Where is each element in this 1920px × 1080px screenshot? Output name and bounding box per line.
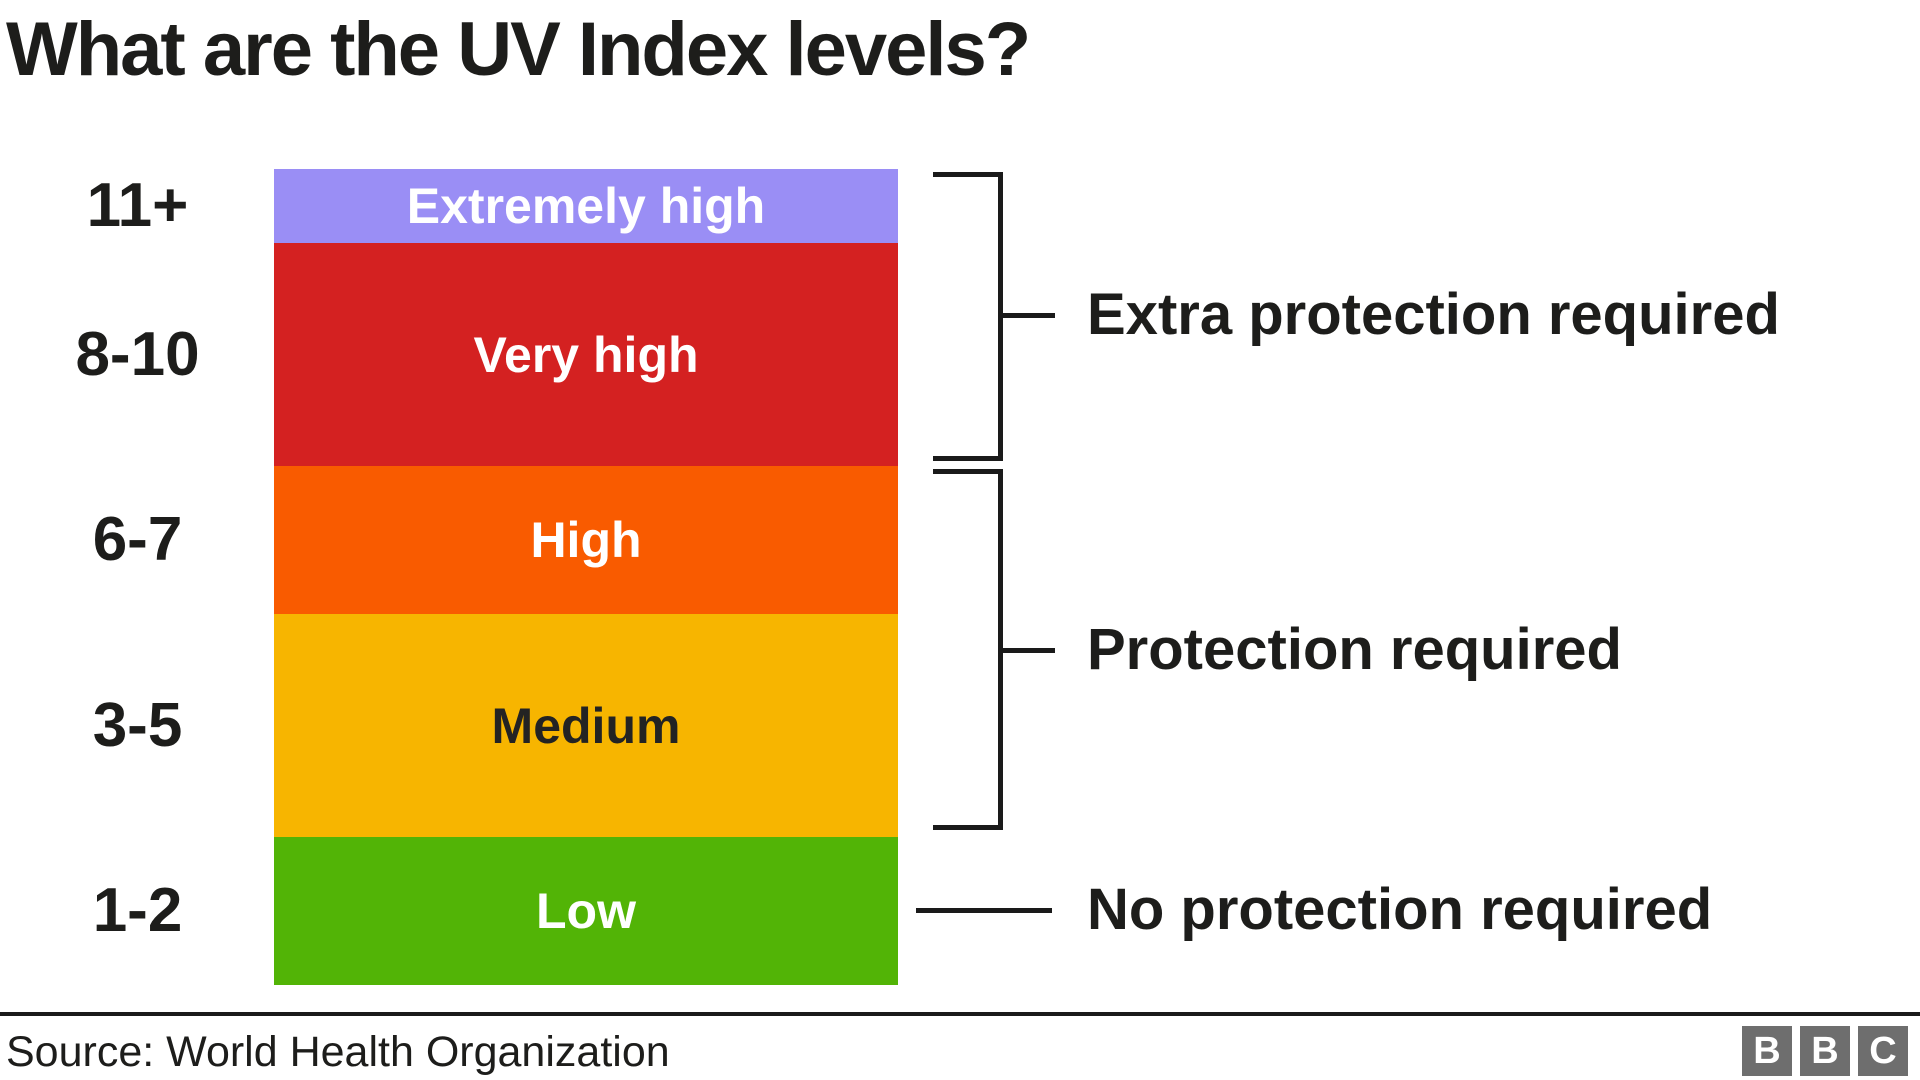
bbc-logo-letter: B (1800, 1026, 1850, 1076)
band-label-low: Low (536, 883, 636, 939)
no-protection-dash-line (916, 908, 1052, 913)
bracket-extra-connector (1003, 313, 1055, 318)
page-title: What are the UV Index levels? (6, 7, 1031, 92)
bbc-logo-letter: C (1858, 1026, 1908, 1076)
annotation-protection: Protection required (1087, 617, 1622, 682)
band-very-high: Very high (274, 243, 898, 466)
bracket-protection-vertical (998, 469, 1003, 830)
scale-label-8-10: 8-10 (75, 320, 200, 389)
source-attribution: Source: World Health Organization (6, 1028, 670, 1076)
bbc-logo: B B C (1742, 1026, 1908, 1076)
bracket-extra-bottom-tick (933, 456, 1003, 461)
band-high: High (274, 466, 898, 614)
bracket-protection-bottom-tick (933, 825, 1003, 830)
annotation-no-protection: No protection required (1087, 877, 1713, 942)
scale-label-11plus: 11+ (86, 171, 189, 240)
band-label-high: High (530, 512, 642, 568)
band-low: Low (274, 837, 898, 985)
bracket-extra-top-tick (933, 172, 1003, 177)
band-label-very-high: Very high (473, 326, 699, 383)
annotation-extra-protection: Extra protection required (1087, 282, 1780, 347)
bracket-extra-vertical (998, 172, 1003, 461)
bracket-protection-top-tick (933, 469, 1003, 474)
uv-index-stacked-bar: Extremely high Very high High Medium Low (274, 169, 898, 985)
scale-label-6-7: 6-7 (92, 505, 183, 574)
bbc-logo-letter: B (1742, 1026, 1792, 1076)
band-label-medium: Medium (491, 697, 681, 754)
bracket-protection-connector (1003, 648, 1055, 653)
scale-label-1-2: 1-2 (92, 876, 183, 945)
scale-label-3-5: 3-5 (92, 691, 183, 760)
footer-divider (0, 1012, 1920, 1016)
band-extremely-high: Extremely high (274, 169, 898, 243)
band-label-extremely-high: Extremely high (406, 178, 766, 234)
band-medium: Medium (274, 614, 898, 837)
